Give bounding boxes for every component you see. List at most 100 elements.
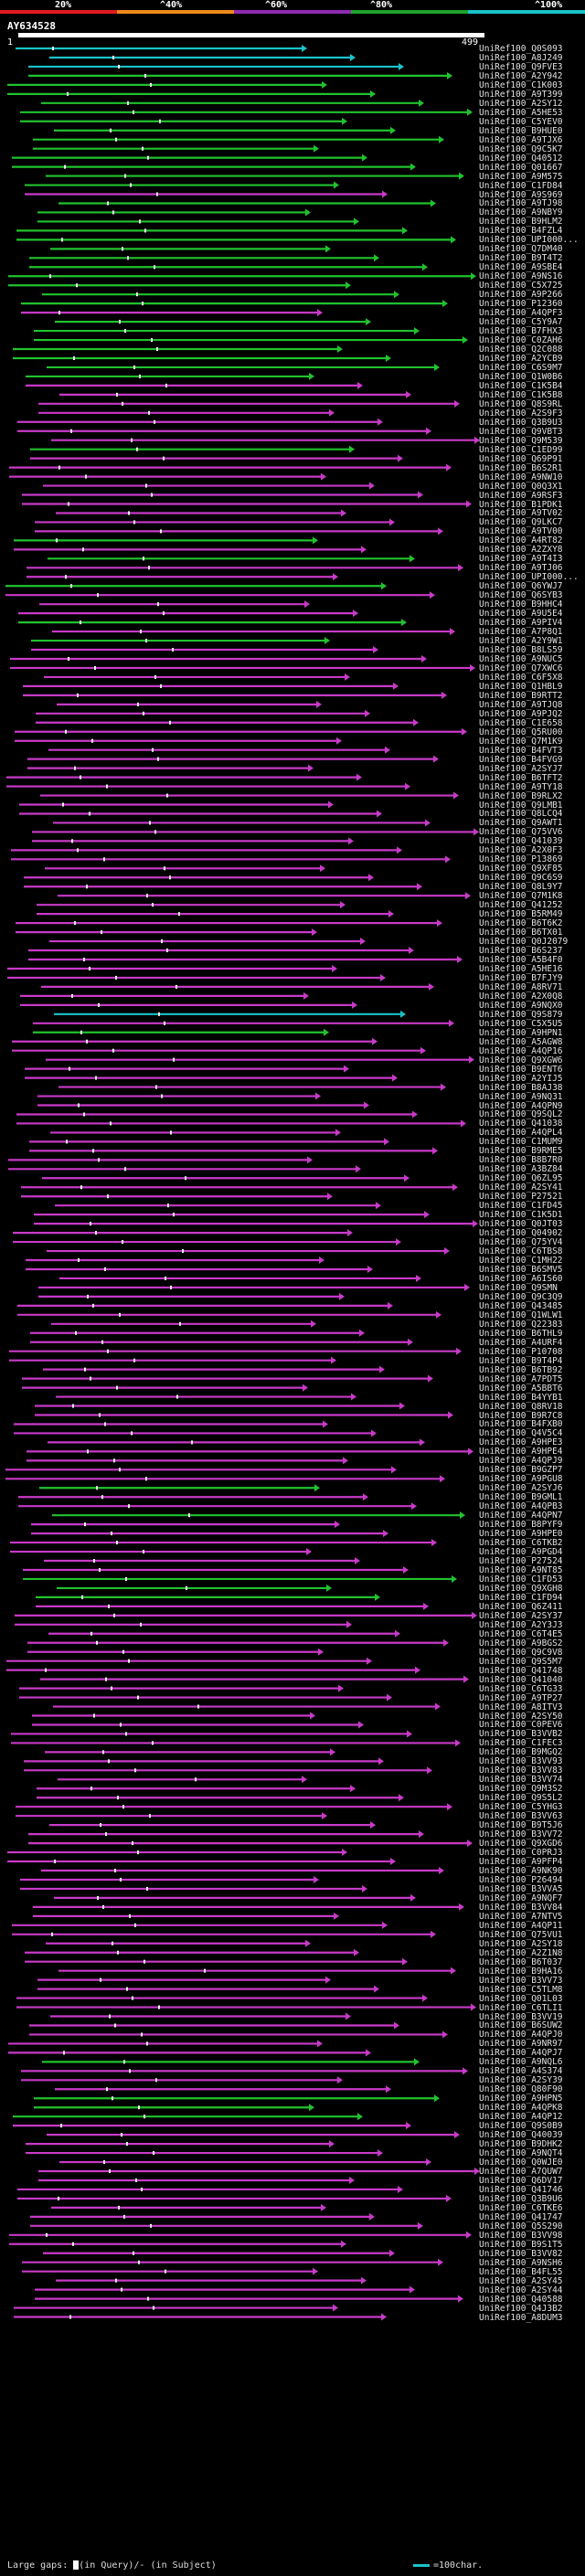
hit-label[interactable]: UniRef100_A7QUW7 [479, 2167, 563, 2177]
hit-label[interactable]: UniRef100_P10708 [479, 1346, 563, 1357]
hit-label[interactable]: UniRef100_Q9S879 [479, 1009, 563, 1020]
hit-label[interactable]: UniRef100_B3VV93 [479, 1756, 563, 1767]
hit-label[interactable]: UniRef100_C6S9M7 [479, 362, 563, 373]
hit-label[interactable]: UniRef100_A4QPN7 [479, 1511, 563, 1521]
hit-label[interactable]: UniRef100_A9TJ06 [479, 563, 563, 574]
hit-label[interactable]: UniRef100_A5HE53 [479, 107, 563, 118]
hit-label[interactable]: UniRef100_Q0WJE0 [479, 2157, 563, 2168]
hit-label[interactable]: UniRef100_A2YCB9 [479, 353, 563, 364]
hit-label[interactable]: UniRef100_A7PDT5 [479, 1373, 563, 1384]
hit-label[interactable]: UniRef100_Q1W0B6 [479, 371, 563, 382]
hit-label[interactable]: UniRef100_Q6DV17 [479, 2175, 563, 2186]
hit-label[interactable]: UniRef100_Q0S093 [479, 44, 563, 54]
hit-label[interactable]: UniRef100_A4QP16 [479, 1045, 563, 1056]
hit-label[interactable]: UniRef100_Q6Z411 [479, 1601, 563, 1612]
hit-label[interactable]: UniRef100_C1K5D1 [479, 1210, 563, 1221]
hit-label[interactable]: UniRef100_B3VV84 [479, 1902, 563, 1913]
hit-label[interactable]: UniRef100_Q41038 [479, 1118, 563, 1129]
hit-label[interactable]: UniRef100_Q41746 [479, 2184, 563, 2195]
hit-label[interactable]: UniRef100_B3VV73 [479, 1975, 563, 1986]
hit-label[interactable]: UniRef100_A9NT85 [479, 1564, 563, 1575]
hit-label[interactable]: UniRef100_Q2C088 [479, 345, 563, 355]
hit-label[interactable]: UniRef100_Q9LMB1 [479, 800, 563, 811]
hit-label[interactable]: UniRef100_A2ZXY8 [479, 545, 563, 556]
hit-label[interactable]: UniRef100_C1ED99 [479, 444, 563, 455]
hit-label[interactable]: UniRef100_A9SBE4 [479, 262, 563, 273]
hit-label[interactable]: UniRef100_A5HE16 [479, 963, 563, 974]
hit-label[interactable]: UniRef100_B9ENT6 [479, 1064, 563, 1075]
hit-label[interactable]: UniRef100_A9NBY9 [479, 207, 563, 218]
hit-label[interactable]: UniRef100_B6T037 [479, 1956, 563, 1967]
hit-label[interactable]: UniRef100_C6TLI1 [479, 2002, 563, 2013]
hit-label[interactable]: UniRef100_A9S969 [479, 189, 563, 200]
hit-label[interactable]: UniRef100_Q41748 [479, 1665, 563, 1676]
hit-label[interactable]: UniRef100_B3VV63 [479, 1811, 563, 1822]
hit-label[interactable]: UniRef100_B9R7C8 [479, 1410, 563, 1421]
hit-label[interactable]: UniRef100_UPI000... [479, 572, 579, 583]
hit-label[interactable]: UniRef100_B9GZP7 [479, 1465, 563, 1476]
hit-label[interactable]: UniRef100_A9T4I3 [479, 554, 563, 565]
hit-label[interactable]: UniRef100_A9NQX0 [479, 1000, 563, 1011]
hit-label[interactable]: UniRef100_A4QPN9 [479, 1100, 563, 1111]
hit-label[interactable]: UniRef100_Q9S5M7 [479, 1656, 563, 1667]
hit-label[interactable]: UniRef100_C6TKB2 [479, 1538, 563, 1549]
hit-label[interactable]: UniRef100_B3VV82 [479, 2248, 563, 2259]
hit-label[interactable]: UniRef100_Q9LKC7 [479, 517, 563, 528]
hit-label[interactable]: UniRef100_A2X0Q8 [479, 991, 563, 1002]
hit-label[interactable]: UniRef100_B6TX01 [479, 928, 563, 938]
hit-label[interactable]: UniRef100_C5X5U5 [479, 1018, 563, 1029]
hit-label[interactable]: UniRef100_A9PJQ2 [479, 708, 563, 719]
hit-label[interactable]: UniRef100_A5BBT6 [479, 1383, 563, 1394]
hit-label[interactable]: UniRef100_A2SYJ6 [479, 1483, 563, 1494]
hit-label[interactable]: UniRef100_Q4V5C4 [479, 1428, 563, 1439]
hit-label[interactable]: UniRef100_Q9XGW6 [479, 1055, 563, 1065]
hit-label[interactable]: UniRef100_C1FD94 [479, 1592, 563, 1603]
hit-label[interactable]: UniRef100_A2YIJ5 [479, 1073, 563, 1084]
hit-label[interactable]: UniRef100_C0PRJ3 [479, 1848, 563, 1859]
hit-label[interactable]: UniRef100_B7FHX3 [479, 326, 563, 337]
hit-label[interactable]: UniRef100_A2SY18 [479, 1938, 563, 1949]
hit-label[interactable]: UniRef100_A5B4F0 [479, 955, 563, 965]
hit-label[interactable]: UniRef100_C5TLM8 [479, 1984, 563, 1995]
hit-label[interactable]: UniRef100_A8J249 [479, 52, 563, 63]
hit-label[interactable]: UniRef100_A4RT82 [479, 535, 563, 546]
hit-label[interactable]: UniRef100_B9HA16 [479, 1966, 563, 1977]
hit-label[interactable]: UniRef100_A8DUM3 [479, 2312, 563, 2323]
hit-label[interactable]: UniRef100_Q9S0B9 [479, 2121, 563, 2132]
hit-label[interactable]: UniRef100_B3VV19 [479, 2011, 563, 2022]
hit-label[interactable]: UniRef100_A9HPE4 [479, 1447, 563, 1458]
hit-label[interactable]: UniRef100_A9NK90 [479, 1866, 563, 1876]
hit-label[interactable]: UniRef100_A2SY12 [479, 98, 563, 109]
hit-label[interactable]: UniRef100_A4QPJ7 [479, 2048, 563, 2059]
hit-label[interactable]: UniRef100_B9DHK2 [479, 2139, 563, 2150]
hit-label[interactable]: UniRef100_B3VVB2 [479, 1729, 563, 1740]
hit-label[interactable]: UniRef100_B3VV74 [479, 1775, 563, 1786]
hit-label[interactable]: UniRef100_A9PGD4 [479, 1547, 563, 1558]
hit-label[interactable]: UniRef100_Q41252 [479, 900, 563, 911]
hit-label[interactable]: UniRef100_A4QPJ9 [479, 1456, 563, 1467]
hit-label[interactable]: UniRef100_C1FEC3 [479, 1738, 563, 1749]
hit-label[interactable]: UniRef100_Q0J2079 [479, 937, 569, 948]
hit-label[interactable]: UniRef100_A9TJ98 [479, 198, 563, 209]
hit-label[interactable]: UniRef100_Q41040 [479, 1674, 563, 1685]
hit-label[interactable]: UniRef100_A5AGW8 [479, 1036, 563, 1047]
hit-label[interactable]: UniRef100_B9RME5 [479, 1146, 563, 1157]
hit-label[interactable]: UniRef100_Q41039 [479, 836, 563, 847]
hit-label[interactable]: UniRef100_B3VV72 [479, 1829, 563, 1840]
hit-label[interactable]: UniRef100_Q43485 [479, 1300, 563, 1311]
hit-label[interactable]: UniRef100_A9HPE0 [479, 1529, 563, 1540]
hit-label[interactable]: UniRef100_C1FD45 [479, 1201, 563, 1212]
hit-label[interactable]: UniRef100_Q9XGD6 [479, 1839, 563, 1850]
hit-label[interactable]: UniRef100_Q3B9U6 [479, 2193, 563, 2204]
hit-label[interactable]: UniRef100_Q1WLW1 [479, 1309, 563, 1320]
hit-label[interactable]: UniRef100_Q6ZL95 [479, 1173, 563, 1184]
hit-label[interactable]: UniRef100_A3BZ84 [479, 1164, 563, 1175]
hit-label[interactable]: UniRef100_Q7DM40 [479, 244, 563, 255]
hit-label[interactable]: UniRef100_A2Z1N8 [479, 1947, 563, 1958]
hit-label[interactable]: UniRef100_A4URF4 [479, 1337, 563, 1348]
hit-label[interactable]: UniRef100_A9P266 [479, 290, 563, 301]
hit-label[interactable]: UniRef100_Q01667 [479, 162, 563, 173]
hit-label[interactable]: UniRef100_A9TY18 [479, 781, 563, 792]
hit-label[interactable]: UniRef100_C6TG33 [479, 1683, 563, 1694]
hit-label[interactable]: UniRef100_A2S9F3 [479, 408, 563, 419]
